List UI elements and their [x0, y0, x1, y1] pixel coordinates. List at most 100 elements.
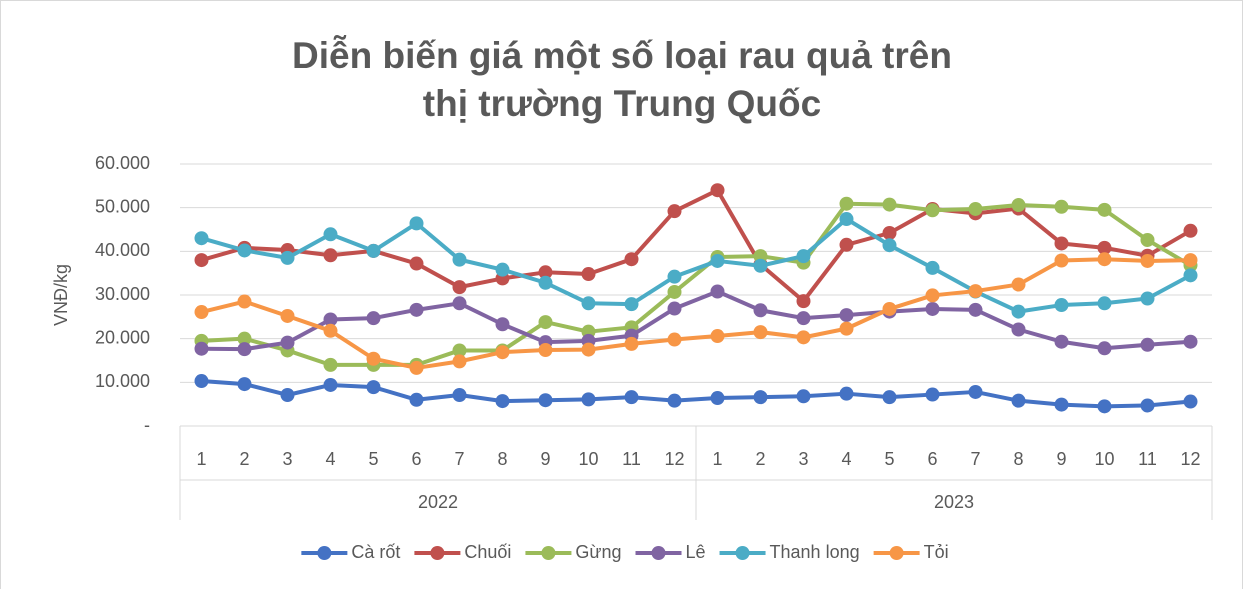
data-point [753, 390, 768, 405]
data-point [925, 288, 940, 303]
data-point [1097, 252, 1112, 267]
data-point [882, 301, 897, 316]
data-point [538, 265, 553, 280]
x-tick-label: 1 [712, 449, 722, 469]
y-axis-label: VNĐ/kg [51, 264, 71, 326]
data-point [1011, 277, 1026, 292]
x-tick-label: 4 [325, 449, 335, 469]
data-point [1097, 341, 1112, 356]
x-tick-label: 1 [196, 449, 206, 469]
data-point [1140, 398, 1155, 413]
data-point [796, 294, 811, 309]
data-point [753, 325, 768, 340]
data-point [1183, 253, 1198, 268]
series-line [200, 188, 1192, 304]
data-point [452, 296, 467, 311]
data-point [409, 216, 424, 231]
data-point [1097, 399, 1112, 414]
data-point [624, 336, 639, 351]
data-point [796, 311, 811, 326]
data-point [753, 258, 768, 273]
data-point [667, 284, 682, 299]
data-point [1054, 298, 1069, 313]
data-point [968, 302, 983, 317]
data-point [925, 387, 940, 402]
legend-marker [541, 546, 556, 560]
data-point [495, 262, 510, 277]
data-point [452, 280, 467, 295]
data-point [710, 391, 725, 406]
legend-label: Chuối [464, 542, 511, 562]
x-tick-label: 3 [798, 449, 808, 469]
data-point [796, 249, 811, 264]
data-point [194, 253, 209, 268]
data-point [839, 321, 854, 336]
data-point [1097, 240, 1112, 255]
x-tick-label: 4 [841, 449, 851, 469]
data-point [1097, 296, 1112, 311]
data-point [1054, 236, 1069, 251]
data-point [495, 394, 510, 409]
x-group-label: 2023 [934, 492, 974, 512]
legend-marker [317, 546, 332, 560]
series-line [201, 257, 1191, 370]
legend-label: Thanh long [770, 542, 860, 562]
data-point [667, 393, 682, 408]
data-point [710, 253, 725, 268]
legend-marker [735, 546, 750, 560]
data-point [1011, 322, 1026, 337]
data-point [452, 343, 467, 358]
data-point [194, 374, 209, 389]
y-tick-label: 10.000 [95, 371, 150, 391]
data-point [237, 294, 252, 309]
x-group-label: 2022 [418, 492, 458, 512]
x-tick-label: 6 [411, 449, 421, 469]
x-tick-label: 8 [1013, 449, 1023, 469]
legend-label: Cà rốt [351, 542, 400, 562]
data-point [882, 390, 897, 405]
y-tick-label: 30.000 [95, 284, 150, 304]
data-point [1183, 394, 1198, 409]
data-point [882, 238, 897, 253]
data-point [925, 203, 940, 218]
data-point [323, 312, 338, 327]
data-point [1011, 304, 1026, 319]
data-point [366, 380, 381, 395]
x-tick-label: 7 [970, 449, 980, 469]
data-point [925, 301, 940, 316]
data-point [581, 267, 596, 282]
legend-label: Tỏi [924, 542, 949, 562]
legend-label: Lê [686, 542, 706, 562]
data-point [839, 196, 854, 211]
x-tick-label: 3 [282, 449, 292, 469]
data-point [237, 331, 252, 346]
data-point [366, 311, 381, 326]
y-tick-label: 20.000 [95, 327, 150, 347]
data-point [968, 201, 983, 216]
x-tick-label: 9 [540, 449, 550, 469]
data-point [581, 296, 596, 311]
chart-title: thị trường Trung Quốc [423, 83, 821, 124]
data-point [624, 390, 639, 405]
data-point [710, 183, 725, 198]
data-point [1011, 393, 1026, 408]
data-point [839, 212, 854, 227]
data-point [323, 357, 338, 372]
x-tick-label: 12 [664, 449, 684, 469]
data-point [796, 389, 811, 404]
data-point [925, 260, 940, 275]
data-point [1140, 253, 1155, 268]
data-point [1054, 199, 1069, 214]
data-point [1054, 397, 1069, 412]
data-point [280, 335, 295, 350]
series-line [201, 201, 1192, 367]
data-point [753, 249, 768, 264]
data-point [1054, 334, 1069, 349]
y-tick-label: 60.000 [95, 153, 150, 173]
x-tick-label: 11 [622, 449, 641, 469]
legend-marker [889, 546, 904, 560]
data-point [280, 308, 295, 323]
data-point [409, 360, 424, 375]
data-point [366, 351, 381, 366]
x-tick-label: 12 [1180, 449, 1200, 469]
